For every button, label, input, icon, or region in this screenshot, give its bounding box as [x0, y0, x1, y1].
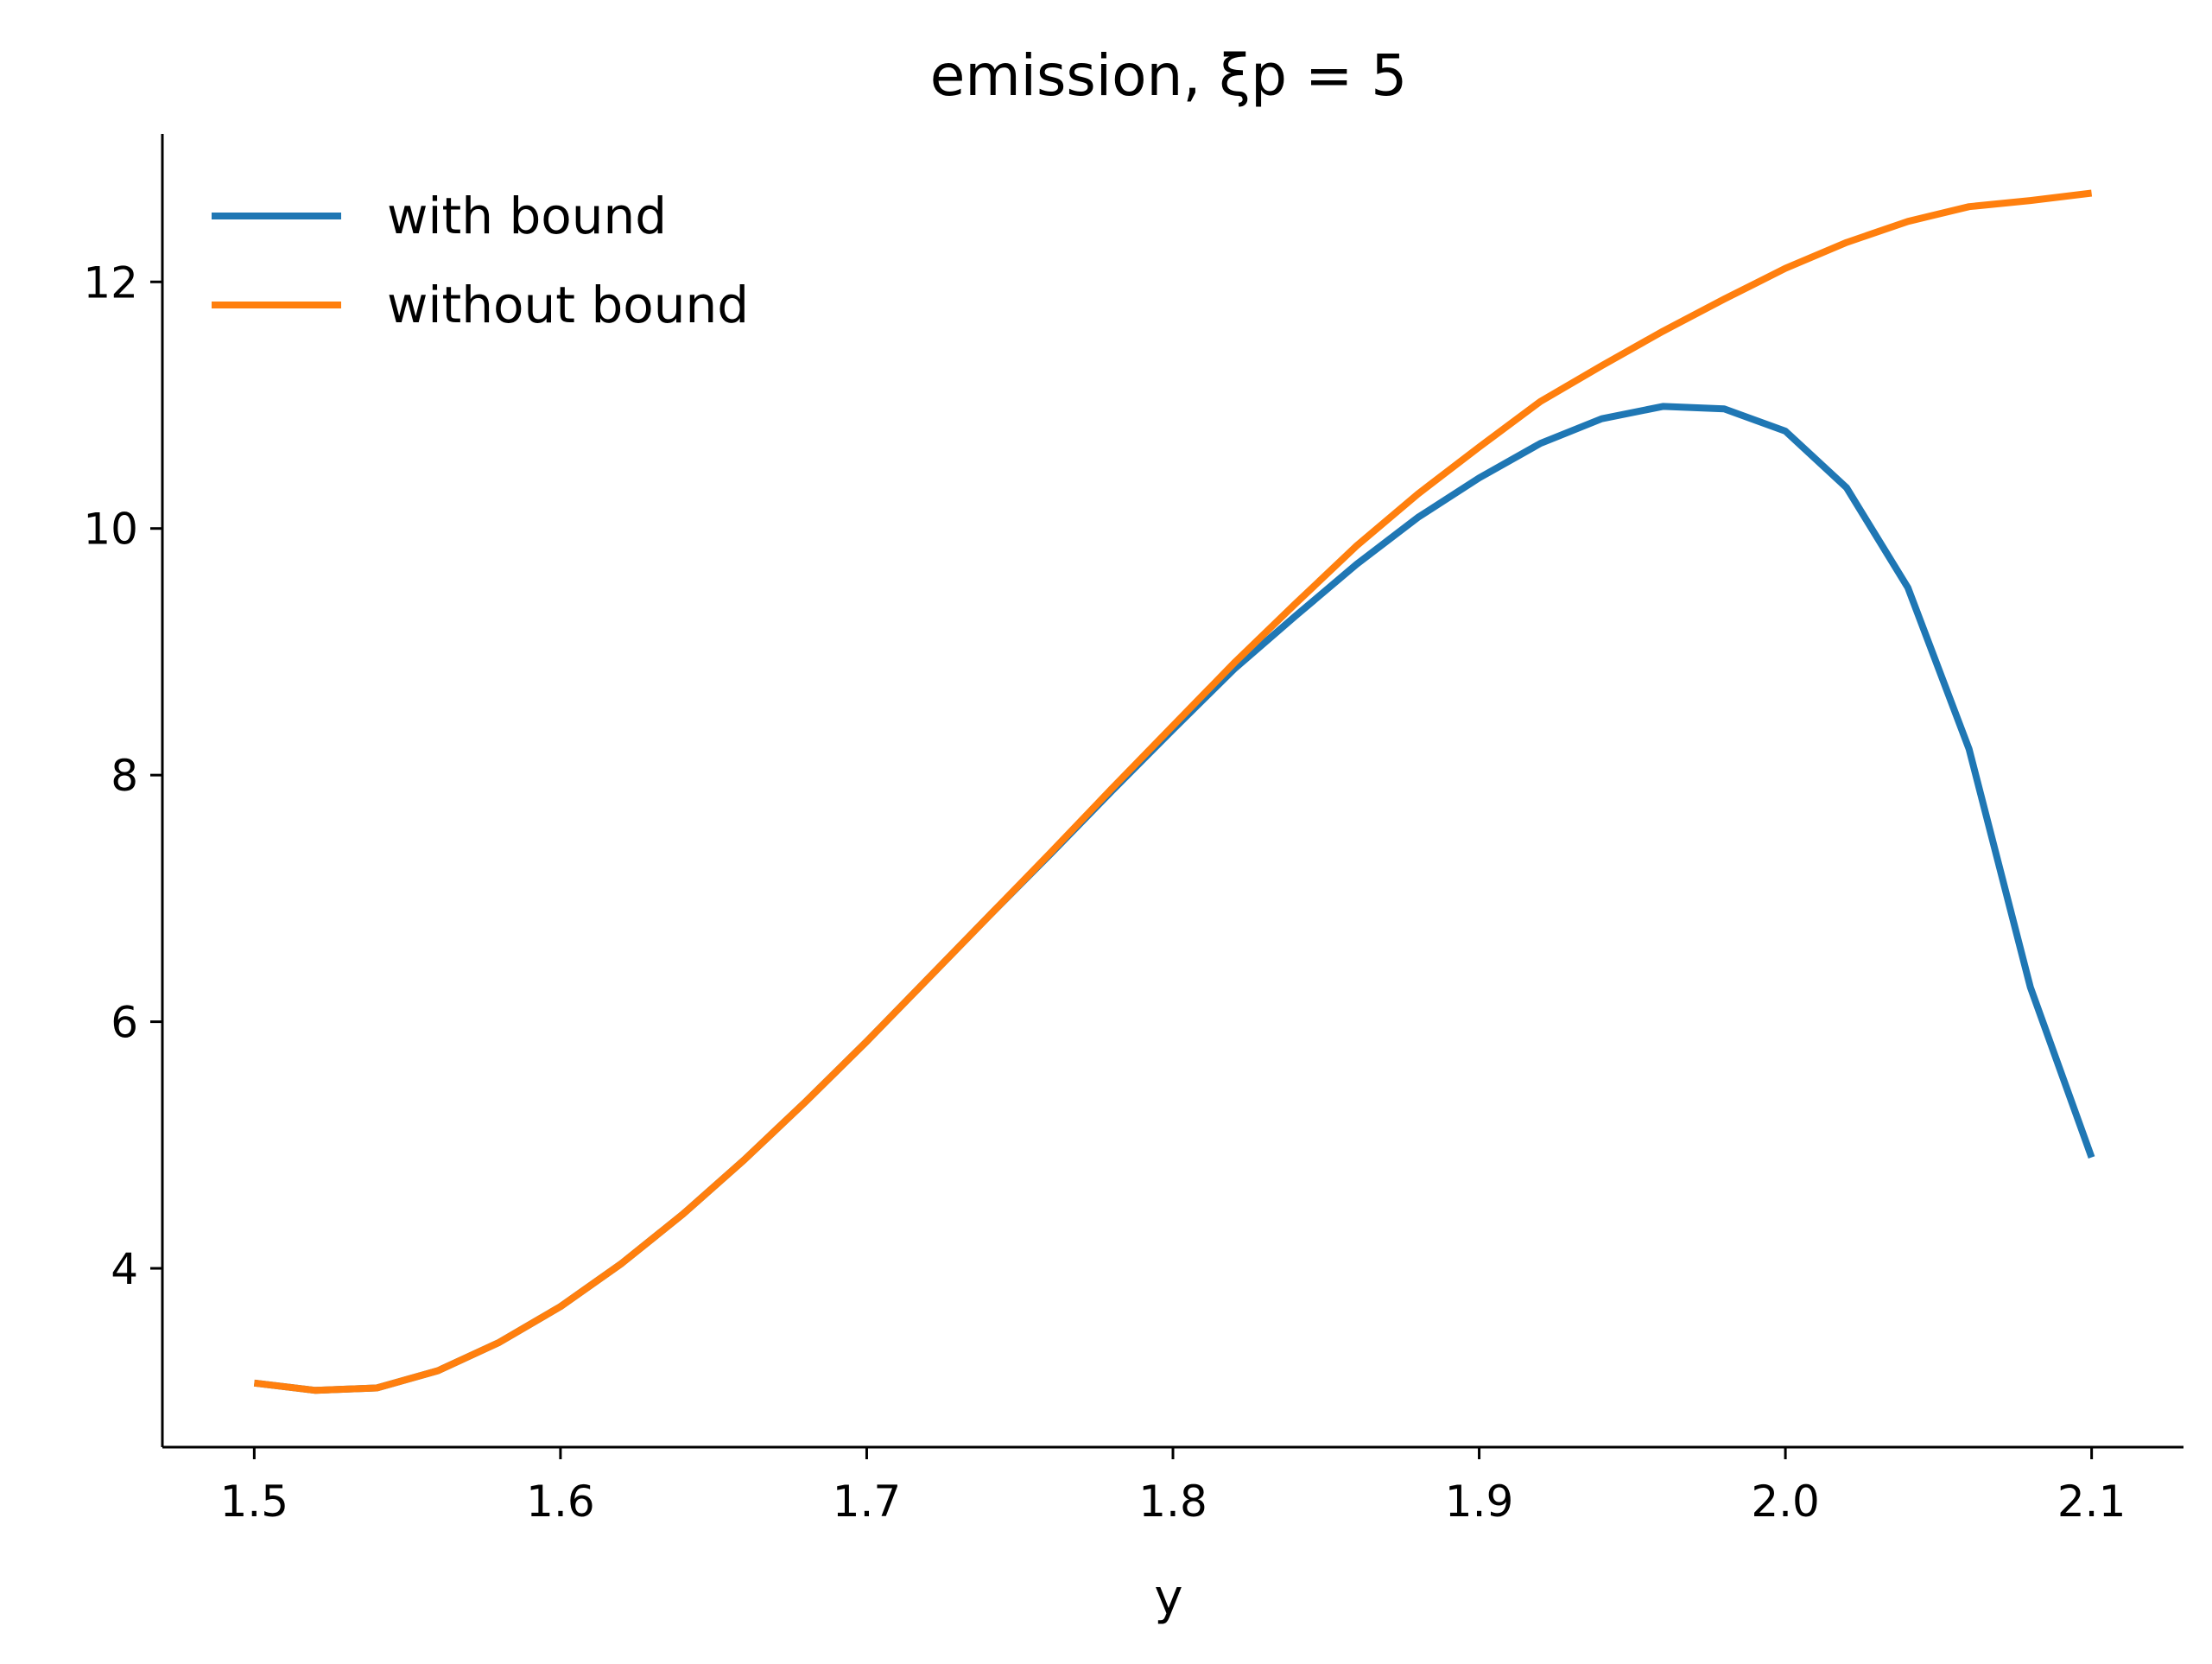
x-tick-label: 1.7 [833, 1477, 902, 1527]
x-axis-label: y [1154, 1570, 1182, 1626]
y-tick-label: 12 [83, 257, 138, 308]
legend-label: without bound [387, 276, 749, 334]
x-axis-ticks: 1.5 1.6 1.7 1.8 1.9 2.0 2.1 [220, 1447, 2126, 1527]
y-tick-label: 10 [83, 505, 138, 555]
series-line-without-bound [253, 189, 2093, 1394]
x-tick-label: 1.5 [220, 1477, 289, 1527]
x-tick-label: 2.0 [1751, 1477, 1820, 1527]
legend: with bound without bound [212, 187, 749, 334]
y-axis-ticks: 4 6 8 10 12 [83, 257, 162, 1294]
y-tick-label: 8 [111, 751, 138, 801]
chart-title: emission, ξp = 5 [930, 42, 1407, 109]
legend-label: with bound [387, 187, 667, 245]
y-tick-label: 6 [111, 998, 138, 1048]
series-line-with-bound [253, 403, 2095, 1394]
x-tick-label: 1.8 [1138, 1477, 1207, 1527]
y-tick-label: 4 [111, 1244, 138, 1294]
x-tick-label: 2.1 [2057, 1477, 2126, 1527]
x-tick-label: 1.6 [526, 1477, 595, 1527]
x-tick-label: 1.9 [1445, 1477, 1514, 1527]
series-lines [253, 189, 2095, 1394]
